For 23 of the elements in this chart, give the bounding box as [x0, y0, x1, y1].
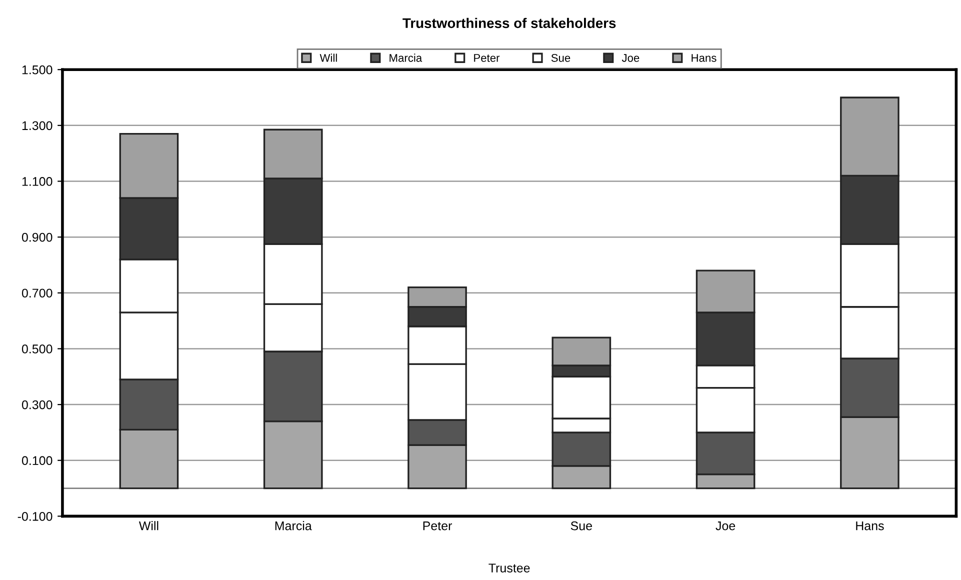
legend-label: Sue	[551, 54, 570, 62]
x-tick-label: Peter	[423, 522, 452, 530]
x-tick-label: Hans	[856, 522, 884, 530]
x-axis-title: Trustee	[488, 564, 530, 572]
legend-label: Peter	[474, 54, 500, 62]
y-tick-label: 0.500	[22, 344, 52, 354]
y-tick-label: 1.300	[22, 121, 52, 130]
y-tick-label: 0.700	[22, 288, 52, 298]
chart-title: Trustworthiness of stakeholders	[402, 18, 616, 28]
x-tick-label: Marcia	[275, 521, 312, 530]
y-tick-label: 0.300	[22, 400, 52, 410]
x-tick-label: Joe	[716, 522, 736, 530]
legend-label: Marcia	[390, 54, 422, 62]
y-tick-label: 0.900	[22, 232, 52, 242]
y-tick-label: 0.100	[22, 456, 52, 466]
y-tick-label: -0.100	[18, 512, 52, 521]
legend-label: Joe	[622, 54, 640, 62]
x-tick-label: Will	[138, 521, 158, 530]
legend-label: Hans	[692, 54, 716, 62]
y-tick-label: 1.100	[22, 177, 52, 186]
legend-label: Will	[320, 54, 337, 62]
y-tick-label: 1.500	[22, 65, 52, 74]
x-tick-label: Sue	[570, 521, 592, 530]
